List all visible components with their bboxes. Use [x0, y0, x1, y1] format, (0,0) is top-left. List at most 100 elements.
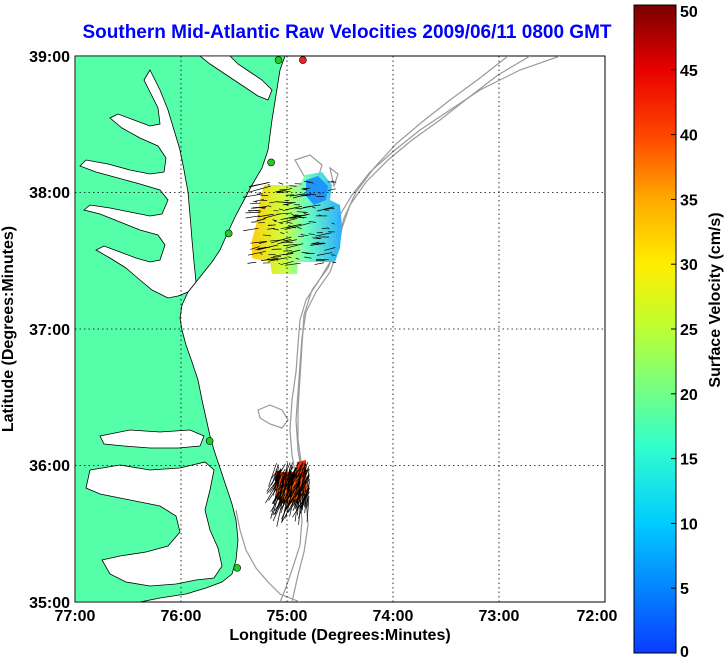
- velocity-vector: [291, 481, 299, 496]
- velocity-vector: [290, 223, 302, 227]
- velocity-vector: [305, 252, 310, 255]
- velocity-vector: [289, 495, 295, 517]
- delaware-bay: [199, 56, 273, 101]
- velocity-vector: [272, 464, 279, 484]
- velocity-vector: [296, 211, 308, 213]
- velocity-vector: [299, 463, 307, 477]
- velocity-vector: [258, 213, 274, 218]
- velocity-vector: [316, 232, 323, 234]
- velocity-vector: [314, 262, 325, 265]
- velocity-vector: [247, 261, 257, 264]
- velocity-vector: [280, 232, 285, 235]
- velocity-vector: [277, 468, 282, 487]
- velocity-vector: [284, 205, 303, 211]
- velocity-vector: [280, 226, 291, 229]
- colorbar-tick-label: 50: [680, 4, 698, 21]
- velocity-vector: [258, 241, 267, 244]
- velocity-vector: [301, 194, 311, 197]
- velocity-vector: [295, 467, 298, 483]
- colorbar-tick-label: 35: [680, 192, 698, 209]
- velocity-vector: [302, 461, 309, 478]
- colorbar-tick-label: 45: [680, 63, 698, 80]
- x-tick-label: 75:00: [267, 608, 308, 625]
- velocity-vector: [293, 488, 297, 506]
- velocity-vector: [304, 180, 311, 183]
- velocity-vector: [311, 242, 320, 245]
- velocity-vector: [253, 200, 258, 203]
- velocity-vector: [252, 206, 268, 209]
- velocity-vector: [267, 184, 270, 186]
- velocity-vector: [303, 212, 307, 214]
- velocity-vector: [273, 499, 283, 516]
- velocity-vector: [290, 467, 297, 482]
- velocity-vector: [270, 495, 278, 519]
- velocity-vector: [269, 481, 278, 493]
- y-tick-label: 39:00: [29, 49, 70, 66]
- velocity-vector: [259, 253, 263, 255]
- colorbar-tick-label: 40: [680, 128, 698, 145]
- velocity-vector: [267, 205, 272, 208]
- velocity-vector: [280, 260, 294, 265]
- velocity-vector: [315, 232, 332, 237]
- velocity-vector: [315, 236, 322, 240]
- velocity-vector: [248, 185, 271, 193]
- colorbar-tick-label: 20: [680, 387, 698, 404]
- velocity-vector: [289, 193, 305, 197]
- velocity-vector: [283, 498, 288, 515]
- pamlico-sound: [85, 461, 223, 587]
- velocity-vector: [272, 219, 277, 222]
- velocity-vector: [284, 262, 301, 266]
- x-tick-label: 73:00: [479, 608, 520, 625]
- velocity-vector: [303, 204, 321, 208]
- north-velocity-field: [252, 172, 342, 274]
- velocity-vector: [303, 487, 310, 504]
- velocity-vector: [306, 496, 310, 522]
- x-axis: 77:00 76:00 75:00 74:00 73:00 72:00 Long…: [55, 608, 618, 644]
- velocity-vector: [278, 482, 289, 506]
- velocity-vector: [243, 227, 259, 232]
- velocity-vector: [273, 220, 277, 222]
- x-tick-label: 72:00: [577, 608, 618, 625]
- radar-station-marker: [224, 229, 233, 238]
- velocity-vector: [272, 494, 280, 516]
- velocity-vector: [309, 193, 317, 196]
- velocity-vector: [312, 206, 316, 209]
- velocity-vector: [284, 227, 294, 231]
- velocity-vector: [299, 475, 310, 489]
- velocity-vector: [293, 222, 311, 228]
- y-axis-label: Latitude (Degrees:Minutes): [0, 226, 17, 432]
- velocity-vector: [324, 247, 336, 251]
- velocity-vector: [261, 194, 269, 197]
- radar-station-marker: [267, 158, 275, 167]
- velocity-vector: [331, 180, 337, 183]
- velocity-vector: [256, 218, 265, 221]
- colorbar-tick-label: 5: [680, 581, 689, 598]
- colorbar-scale: [633, 4, 677, 654]
- x-axis-label: Longitude (Degrees:Minutes): [229, 627, 450, 644]
- y-tick-label: 38:00: [29, 185, 70, 202]
- velocity-vector: [272, 253, 289, 257]
- north-field-lowspeed-core: [306, 176, 328, 205]
- velocity-vector: [292, 492, 301, 511]
- velocity-vector: [255, 199, 264, 202]
- velocity-vector: [317, 252, 333, 256]
- velocity-vector: [308, 221, 317, 223]
- colorbar-tick-label: 15: [680, 452, 698, 469]
- velocity-vector: [248, 209, 259, 212]
- velocity-vector: [278, 472, 286, 500]
- velocity-vector: [276, 500, 283, 527]
- north-velocity-vectors: [242, 180, 337, 266]
- velocity-vector: [299, 489, 308, 502]
- colorbar-tick-label: 10: [680, 516, 698, 533]
- grid-lines: [75, 56, 605, 602]
- radar-station-marker: [205, 437, 214, 445]
- velocity-vector: [278, 208, 285, 212]
- velocity-vector: [326, 227, 330, 229]
- velocity-vector: [302, 480, 307, 493]
- velocity-vector: [263, 213, 281, 219]
- velocity-vector: [297, 479, 301, 491]
- velocity-vector: [281, 500, 289, 523]
- velocity-vector: [261, 257, 279, 261]
- velocity-vector: [278, 222, 283, 225]
- velocity-vector: [249, 182, 268, 187]
